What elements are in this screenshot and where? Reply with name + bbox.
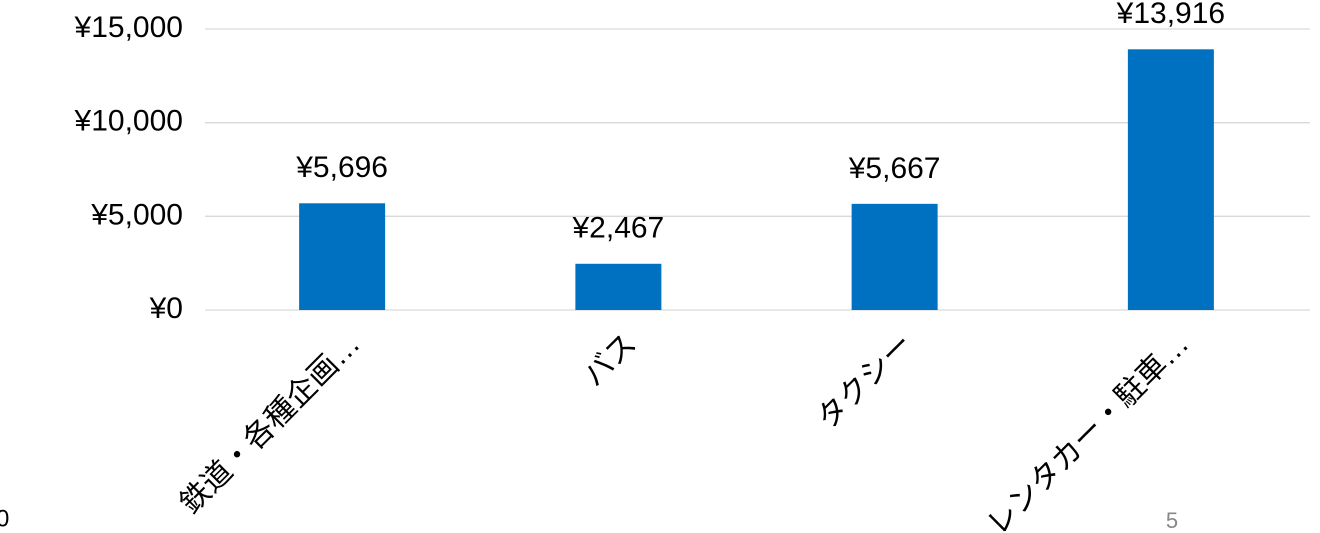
y-tick-label: ¥10,000 [74,105,183,138]
y-tick-label: ¥0 [149,292,183,325]
data-label: ¥13,916 [1116,0,1225,30]
x-tick-label: レンタカー・駐車… [981,327,1195,533]
bar [1127,49,1214,310]
y-tick-label: ¥5,000 [90,198,183,231]
x-tick-label: タクシー [811,327,919,435]
data-label: ¥5,667 [848,152,941,185]
bar [851,203,938,310]
data-label: ¥5,696 [295,151,388,184]
y-tick-label: ¥15,000 [74,11,183,44]
bar [575,263,662,310]
bar [299,203,386,310]
x-tick-label: バス [577,327,643,393]
data-label: ¥2,467 [571,212,664,245]
page-number: 5 [1166,508,1178,533]
footer-left: 0 [0,505,9,532]
x-tick-label: 鉄道・各種企画… [174,327,367,520]
